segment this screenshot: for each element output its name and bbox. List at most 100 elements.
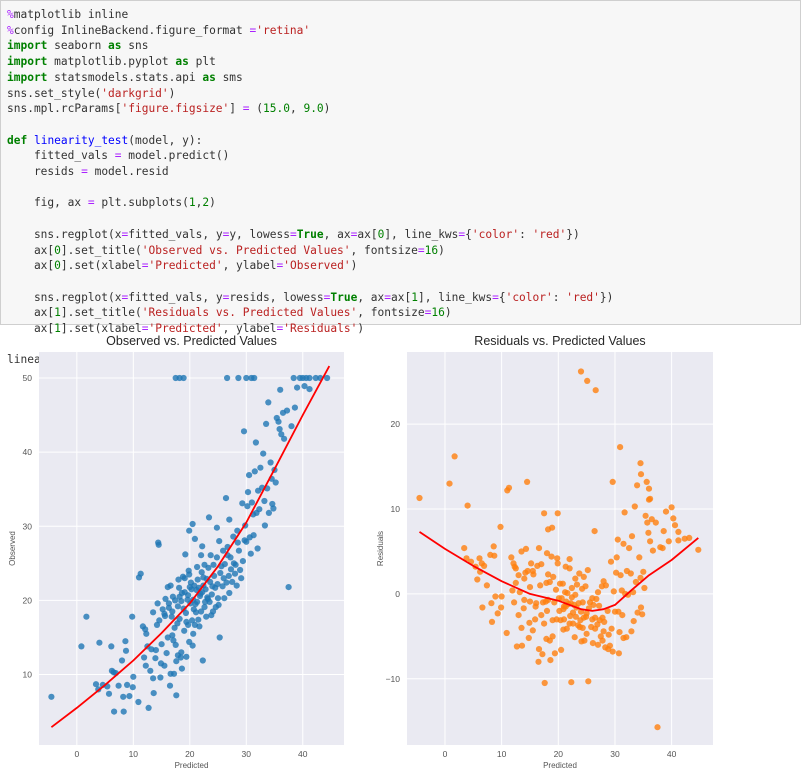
data-point: [161, 662, 168, 669]
data-point: [461, 545, 468, 552]
y-tick-label: 10: [23, 670, 33, 680]
data-point: [547, 657, 554, 664]
data-point: [686, 534, 693, 541]
data-point: [210, 561, 217, 568]
data-point: [528, 560, 535, 567]
data-point: [202, 586, 209, 593]
data-point: [512, 565, 519, 572]
data-point: [548, 553, 555, 560]
data-point: [175, 576, 182, 583]
code-line: %config InlineBackend.figure_format ='re…: [7, 23, 311, 37]
data-point: [560, 616, 568, 623]
data-point: [558, 595, 565, 602]
data-point: [584, 377, 591, 384]
data-point: [260, 450, 267, 457]
data-point: [554, 560, 561, 567]
y-tick-label: 40: [23, 447, 33, 457]
data-point: [643, 478, 650, 485]
data-point: [205, 514, 213, 521]
data-point: [244, 503, 251, 510]
y-axis-label: Residuals: [376, 531, 385, 566]
data-point: [118, 657, 126, 664]
data-point: [620, 634, 627, 642]
data-point: [234, 527, 241, 534]
data-point: [176, 584, 183, 591]
data-point: [285, 584, 292, 591]
data-point: [170, 637, 177, 644]
data-point: [483, 582, 490, 589]
data-point: [324, 374, 331, 382]
data-point: [233, 582, 240, 589]
data-point: [152, 655, 159, 662]
code-line: fig, ax = plt.subplots(1,2): [7, 196, 216, 210]
data-point: [641, 584, 648, 592]
data-point: [589, 595, 596, 602]
code-line: [7, 117, 613, 133]
data-point: [147, 667, 154, 674]
data-point: [162, 595, 169, 602]
data-point: [576, 570, 583, 577]
data-point: [230, 533, 237, 540]
data-point: [599, 637, 606, 644]
data-point: [283, 407, 291, 414]
data-point: [592, 387, 599, 394]
data-point: [464, 502, 471, 509]
code-cell[interactable]: %matplotlib inline %config InlineBackend.…: [0, 0, 801, 366]
data-point: [579, 599, 586, 606]
code-editor[interactable]: %matplotlib inline %config InlineBackend.…: [7, 7, 613, 368]
data-point: [522, 545, 530, 552]
y-tick-label: 20: [23, 595, 33, 605]
data-point: [120, 708, 127, 715]
data-point: [213, 554, 220, 561]
data-point: [278, 431, 285, 438]
data-point: [203, 613, 210, 620]
data-point: [524, 478, 531, 485]
data-point: [637, 460, 644, 467]
x-tick-label: 40: [298, 749, 308, 759]
data-point: [494, 610, 501, 617]
data-point: [155, 539, 162, 546]
data-point: [637, 574, 644, 581]
data-point: [569, 620, 577, 627]
data-point: [173, 658, 180, 665]
data-point: [164, 584, 171, 591]
data-point: [186, 584, 193, 591]
code-line: import statsmodels.stats.api as sms: [7, 70, 243, 84]
data-point: [645, 529, 652, 536]
data-point: [169, 632, 176, 639]
data-point: [191, 535, 198, 542]
data-point: [617, 572, 624, 579]
data-point: [634, 482, 641, 489]
data-point: [567, 612, 574, 620]
code-line: ax[1].set_title('Residuals vs. Predicted…: [7, 306, 452, 320]
data-point: [521, 596, 528, 603]
data-point: [254, 545, 261, 552]
data-point: [660, 528, 667, 535]
scatter-points: [48, 374, 331, 715]
data-point: [554, 510, 561, 517]
data-point: [662, 508, 670, 515]
data-point: [554, 555, 561, 562]
data-point: [180, 374, 187, 382]
data-point: [488, 618, 496, 625]
data-point: [281, 435, 288, 442]
data-point: [604, 607, 611, 614]
data-point: [535, 658, 542, 665]
data-point: [558, 646, 565, 653]
data-point: [261, 497, 268, 505]
data-point: [474, 576, 481, 583]
data-point: [526, 584, 534, 591]
data-point: [580, 573, 587, 580]
data-point: [446, 480, 453, 487]
data-point: [479, 604, 486, 611]
data-point: [243, 374, 250, 382]
data-point: [158, 641, 165, 648]
data-point: [626, 545, 633, 552]
data-point: [154, 600, 161, 607]
y-tick-label: −10: [386, 674, 401, 684]
code-line: ax[1].set(xlabel='Predicted', ylabel='Re…: [7, 322, 365, 336]
data-point: [636, 554, 643, 561]
data-point: [621, 509, 628, 516]
data-point: [490, 543, 497, 550]
data-point: [178, 589, 185, 597]
